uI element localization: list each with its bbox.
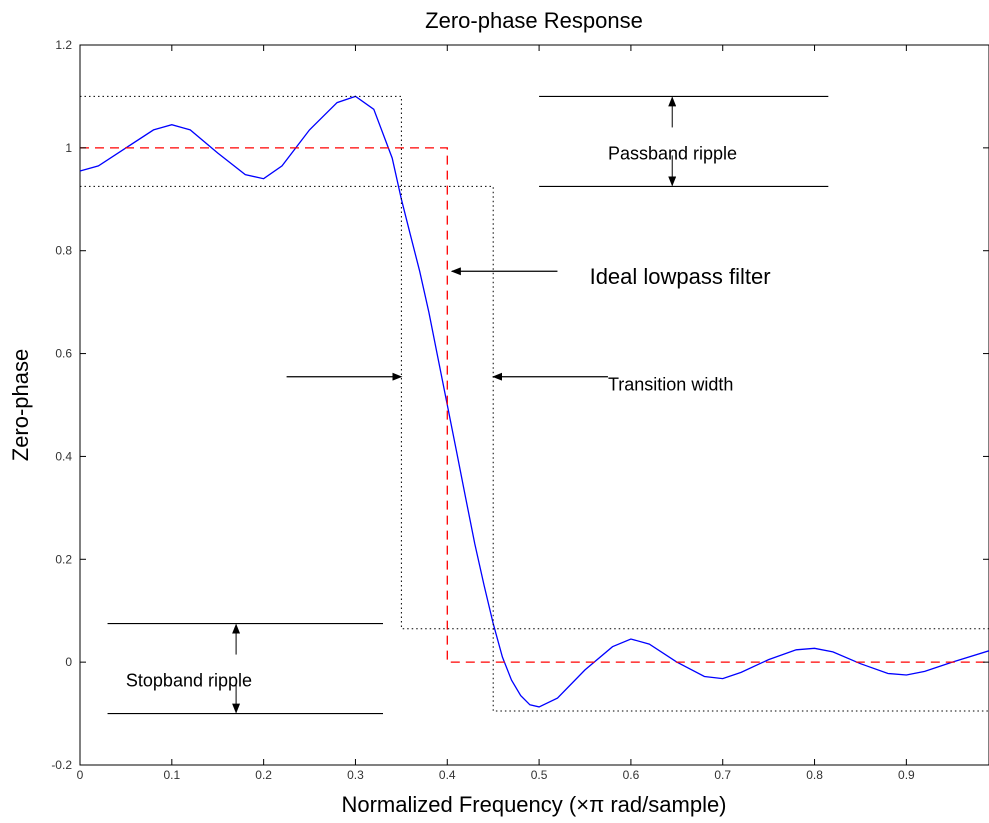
- tick-layer: 0 0.1 0.2 0.3 0.4 0.5 0.6 0.7 0.8 0.9 -0.2 0 0.2 0.4 0…: [51, 38, 989, 782]
- x-tick-label: 0.1: [163, 768, 180, 782]
- x-axis-label: Normalized Frequency (×π rad/sample): [341, 792, 726, 817]
- plot-area: [79, 44, 989, 766]
- x-tick-label: 0.9: [898, 768, 915, 782]
- x-tick-label: 0.6: [623, 768, 640, 782]
- y-tick-label: 0.4: [55, 449, 72, 463]
- x-tick-label: 0.4: [439, 768, 456, 782]
- annotation-1: Ideal lowpass filter: [590, 264, 771, 289]
- x-tick-label: 0.3: [347, 768, 364, 782]
- chart-title: Zero-phase Response: [425, 8, 643, 33]
- x-tick-label: 0.8: [806, 768, 823, 782]
- ripple-marker-layer: [107, 95, 829, 715]
- x-tick-label: 0.2: [255, 768, 272, 782]
- annotation-2: Transition width: [608, 375, 733, 395]
- y-tick-label: 1: [65, 141, 72, 155]
- x-tick-label: 0: [77, 768, 84, 782]
- y-tick-label: 0.2: [55, 552, 72, 566]
- annotation-0: Passband ripple: [608, 143, 737, 163]
- y-tick-label: 0: [65, 655, 72, 669]
- x-tick-label: 0.7: [714, 768, 731, 782]
- y-tick-label: 1.2: [55, 38, 72, 52]
- series-line-dotted-3: [80, 185, 989, 712]
- y-tick-label: 0.8: [55, 244, 72, 258]
- series-layer: [79, 95, 989, 712]
- series-line-dashed-1: [80, 147, 989, 663]
- y-tick-label: 0.6: [55, 347, 72, 361]
- x-tick-label: 0.5: [531, 768, 548, 782]
- y-axis-label: Zero-phase: [8, 349, 33, 462]
- annotation-3: Stopband ripple: [126, 670, 252, 690]
- series-line-solid-0: [79, 95, 989, 708]
- y-tick-label: -0.2: [51, 758, 72, 772]
- annotation-layer: Passband ripple Ideal lowpass filter Trans…: [126, 143, 771, 690]
